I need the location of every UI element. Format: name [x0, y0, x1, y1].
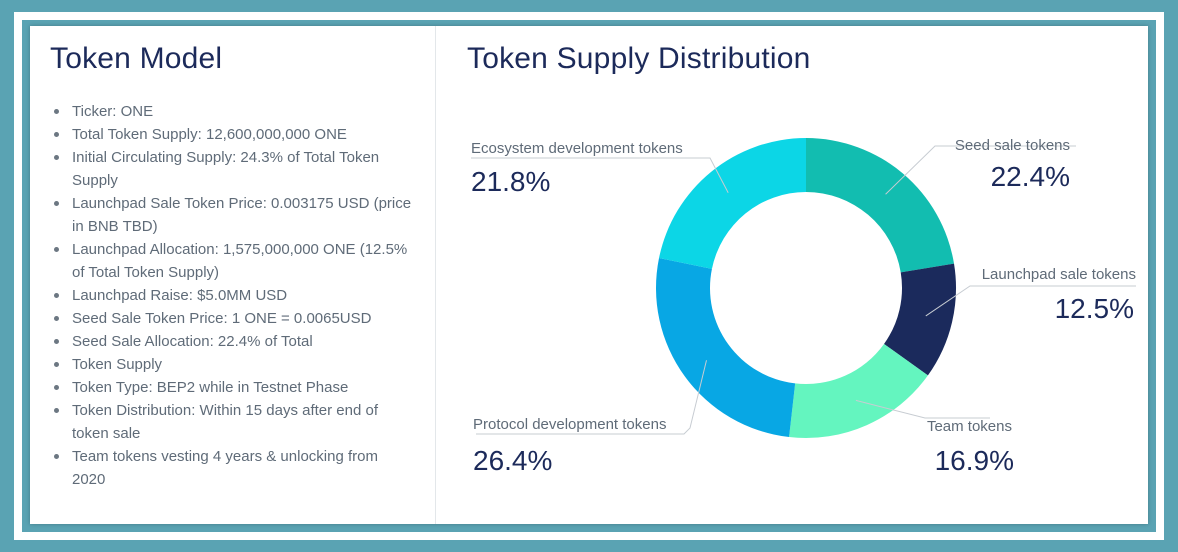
bullet-icon	[54, 362, 59, 367]
slice-label-team-tokens: Team tokens	[927, 418, 1012, 435]
slice-seed-sale-tokens	[806, 138, 955, 273]
token-model-item-text: Seed Sale Allocation: 22.4% of Total	[72, 333, 313, 350]
bullet-icon	[54, 408, 59, 413]
leader-line-team-tokens	[855, 399, 990, 419]
slice-label-seed-sale-tokens: Seed sale tokens	[955, 137, 1070, 154]
slice-label-protocol-development-tokens: Protocol development tokens	[473, 416, 666, 433]
chart-title: Token Supply Distribution	[467, 42, 811, 75]
token-model-item: Token Type: BEP2 while in Testnet Phase	[52, 376, 412, 399]
slice-launchpad-sale-tokens	[884, 263, 956, 376]
token-model-list: Ticker: ONE Total Token Supply: 12,600,00…	[52, 100, 412, 491]
token-model-title: Token Model	[50, 42, 223, 75]
leader-line-launchpad-sale-tokens	[925, 285, 1136, 317]
token-model-item: Launchpad Raise: $5.0MM USD	[52, 284, 412, 307]
slice-value-ecosystem-development-tokens: 21.8%	[471, 166, 550, 197]
token-model-item-text: Launchpad Raise: $5.0MM USD	[72, 287, 288, 304]
bullet-icon	[54, 201, 59, 206]
token-model-panel: Token Model Ticker: ONE Total Token Suppl…	[30, 26, 436, 524]
token-model-item-text: Total Token Supply: 12,600,000,000 ONE	[72, 126, 347, 143]
token-model-item-text: Team tokens vesting 4 years & unlocking …	[72, 448, 378, 488]
token-model-item: Launchpad Allocation: 1,575,000,000 ONE …	[52, 238, 412, 284]
slice-label-ecosystem-development-tokens: Ecosystem development tokens	[471, 140, 683, 157]
token-model-item-text: Launchpad Allocation: 1,575,000,000 ONE …	[72, 241, 408, 281]
token-distribution-chart: Seed sale tokens 22.4% Launchpad sale toke…	[471, 137, 1136, 476]
bullet-icon	[54, 454, 59, 459]
leader-line-seed-sale-tokens	[885, 145, 1076, 195]
slice-value-seed-sale-tokens: 22.4%	[991, 161, 1070, 192]
token-model-item-text: Token Type: BEP2 while in Testnet Phase	[72, 379, 349, 396]
slice-team-tokens	[789, 343, 928, 439]
slice-ecosystem-development-tokens	[659, 138, 806, 269]
slice-protocol-development-tokens	[656, 258, 796, 438]
token-model-item: Launchpad Sale Token Price: 0.003175 USD…	[52, 192, 412, 238]
bullet-icon	[54, 293, 59, 298]
token-model-item: Seed Sale Allocation: 22.4% of Total	[52, 330, 412, 353]
token-model-item: Initial Circulating Supply: 24.3% of Tot…	[52, 146, 412, 192]
bullet-icon	[54, 385, 59, 390]
token-model-item: Seed Sale Token Price: 1 ONE = 0.0065USD	[52, 307, 412, 330]
slice-value-team-tokens: 16.9%	[935, 445, 1014, 476]
token-model-item-text: Launchpad Sale Token Price: 0.003175 USD…	[72, 195, 412, 235]
token-model-item-text: Seed Sale Token Price: 1 ONE = 0.0065USD	[72, 310, 372, 327]
token-model-item: Ticker: ONE	[52, 100, 412, 123]
content-card: Token Model Ticker: ONE Total Token Suppl…	[30, 26, 1148, 524]
slice-value-launchpad-sale-tokens: 12.5%	[1055, 293, 1134, 324]
bullet-icon	[54, 339, 59, 344]
slice-value-protocol-development-tokens: 26.4%	[473, 445, 552, 476]
leader-line-ecosystem-development-tokens	[471, 157, 729, 193]
slice-label-launchpad-sale-tokens: Launchpad sale tokens	[982, 266, 1136, 283]
bullet-icon	[54, 132, 59, 137]
bullet-icon	[54, 316, 59, 321]
token-model-item-text: Token Supply	[72, 356, 163, 373]
leader-line-protocol-development-tokens	[476, 360, 707, 435]
token-model-item: Token Distribution: Within 15 days after…	[52, 399, 412, 445]
bullet-icon	[54, 109, 59, 114]
token-model-item: Token Supply	[52, 353, 412, 376]
token-model-item: Team tokens vesting 4 years & unlocking …	[52, 445, 412, 491]
token-model-item-text: Ticker: ONE	[72, 103, 154, 120]
bullet-icon	[54, 247, 59, 252]
token-model-item: Total Token Supply: 12,600,000,000 ONE	[52, 123, 412, 146]
token-model-item-text: Initial Circulating Supply: 24.3% of Tot…	[72, 149, 380, 189]
bullet-icon	[54, 155, 59, 160]
token-model-item-text: Token Distribution: Within 15 days after…	[72, 402, 378, 442]
